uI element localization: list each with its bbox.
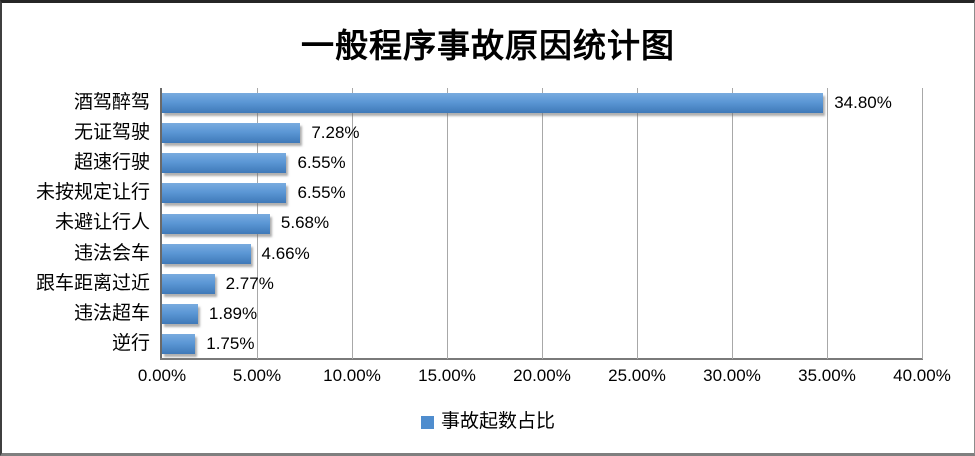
category-label: 未按规定让行 xyxy=(35,182,150,204)
bar xyxy=(162,303,198,324)
x-tick-label: 0.00% xyxy=(137,366,187,385)
x-tick-label: 30.00% xyxy=(703,366,761,385)
gridline xyxy=(921,88,923,359)
x-axis-labels: 0.00% 5.00% 10.00% 15.00% 20.00% 25.00% 30.00%… xyxy=(138,365,951,387)
x-tick-label: 5.00% xyxy=(232,366,282,385)
x-axis-line xyxy=(160,358,923,360)
gridline xyxy=(636,88,638,359)
category-label: 超速行驶 xyxy=(73,152,150,174)
x-tick-label: 40.00% xyxy=(893,366,951,385)
gridline xyxy=(826,88,828,359)
gridline xyxy=(541,88,543,359)
chart-title: 一般程序事故原因统计图 xyxy=(301,29,675,65)
value-label: 2.77% xyxy=(225,273,274,293)
category-label: 酒驾醉驾 xyxy=(73,92,150,113)
bar xyxy=(162,183,287,204)
value-label: 34.80% xyxy=(834,93,892,112)
bar xyxy=(162,153,287,174)
x-tick-label: 25.00% xyxy=(608,366,666,385)
legend: 事故起数占比 xyxy=(2,411,974,433)
legend-label: 事故起数占比 xyxy=(440,411,555,432)
x-tick-label: 15.00% xyxy=(418,366,476,385)
value-label: 7.28% xyxy=(311,123,360,143)
y-axis-line xyxy=(160,88,162,360)
legend-swatch xyxy=(420,415,434,429)
bar xyxy=(162,273,215,294)
bar xyxy=(162,213,270,234)
value-label: 1.75% xyxy=(206,333,255,353)
category-label: 违法会车 xyxy=(73,242,150,264)
gridline xyxy=(731,88,733,359)
value-label: 1.89% xyxy=(208,303,258,323)
value-label: 6.55% xyxy=(297,183,346,203)
category-label: 违法超车 xyxy=(73,302,150,324)
value-label: 5.68% xyxy=(280,213,330,233)
gridline xyxy=(351,88,353,359)
category-label: 逆行 xyxy=(111,332,150,354)
bar xyxy=(162,243,251,264)
x-tick-label: 10.00% xyxy=(323,366,381,385)
category-label: 跟车距离过近 xyxy=(35,272,150,294)
value-label: 6.55% xyxy=(297,153,346,173)
bar xyxy=(162,123,301,144)
gridline xyxy=(446,88,448,359)
category-label: 无证驾驶 xyxy=(73,122,150,144)
category-label: 未避让行人 xyxy=(54,212,150,234)
x-tick-label: 20.00% xyxy=(513,366,571,385)
x-tick-label: 35.00% xyxy=(798,366,856,385)
bar xyxy=(162,93,824,114)
bar xyxy=(162,333,196,354)
category-axis-labels: 酒驾醉驾无证驾驶超速行驶未按规定让行未避让行人违法会车跟车距离过近违法超车逆行 xyxy=(2,88,150,359)
value-label: 4.66% xyxy=(261,243,310,263)
plot-area: 34.80% 7.28% 6.55% 6.55% 5.68% 4.66% 2.77% 1.89… xyxy=(162,88,923,359)
